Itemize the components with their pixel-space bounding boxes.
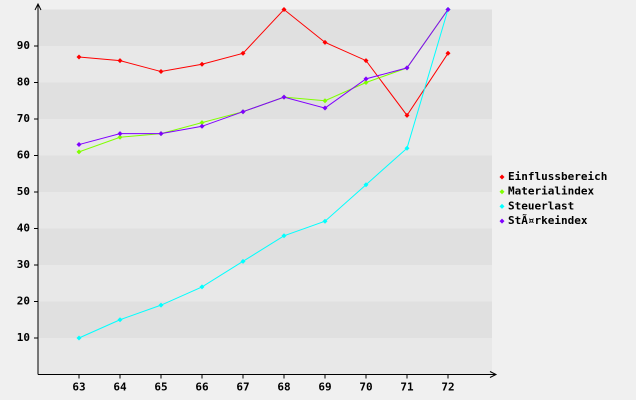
y-tick-label: 60 [17, 149, 30, 162]
data-point [117, 58, 123, 64]
data-point [281, 94, 287, 100]
data-point [117, 134, 123, 140]
legend-marker [499, 203, 505, 209]
data-point [240, 109, 246, 115]
x-tick-label: 70 [359, 381, 372, 394]
legend-label: Einflussbereich [508, 170, 607, 183]
x-tick-label: 67 [236, 381, 249, 394]
x-tick-label: 65 [154, 381, 167, 394]
legend-label: Materialindex [508, 185, 594, 198]
data-point [322, 98, 328, 104]
data-point [404, 65, 410, 71]
x-tick-label: 72 [441, 381, 454, 394]
y-tick-label: 70 [17, 112, 30, 125]
data-point [363, 80, 369, 85]
data-point [281, 233, 287, 239]
grid-band [38, 228, 492, 265]
x-tick-label: 66 [195, 381, 209, 394]
x-tick-label: 63 [72, 381, 85, 394]
data-point [240, 50, 246, 56]
series-line [78, 8, 449, 117]
data-point [322, 105, 328, 111]
legend-marker [499, 189, 505, 195]
y-tick-label: 40 [17, 222, 30, 235]
series-line [78, 9, 449, 339]
x-axis-arrow [489, 371, 498, 378]
legend-label: Steuerlast [508, 199, 574, 212]
data-point [240, 258, 246, 264]
data-point [76, 142, 82, 148]
data-point [322, 39, 328, 45]
series-line [78, 9, 449, 146]
y-axis-arrow [34, 2, 42, 11]
legend-label: StÃ¤rkeindex [508, 214, 588, 227]
data-point [322, 218, 328, 224]
data-point [158, 131, 164, 137]
data-point [76, 54, 82, 60]
data-point [363, 76, 369, 82]
data-point [404, 145, 410, 151]
grid-band [38, 82, 492, 119]
x-tick-label: 71 [400, 381, 414, 394]
data-point [445, 50, 451, 56]
data-point [199, 61, 205, 67]
data-point [158, 302, 164, 308]
grid-band [38, 155, 492, 192]
x-tick-label: 69 [318, 381, 331, 394]
y-tick-label: 80 [17, 76, 30, 89]
y-tick-label: 20 [17, 295, 30, 308]
x-tick-label: 68 [277, 381, 290, 394]
data-point [158, 69, 164, 75]
data-point [445, 7, 451, 12]
x-tick-label: 64 [113, 381, 127, 394]
data-point [117, 131, 123, 137]
data-point [199, 120, 205, 126]
data-point [363, 182, 369, 188]
y-tick-label: 10 [17, 331, 30, 344]
data-point [404, 112, 410, 118]
data-point [199, 284, 205, 290]
legend-marker [499, 174, 505, 180]
legend-marker [499, 218, 505, 224]
grid-band [38, 301, 492, 338]
data-point [76, 149, 82, 155]
data-point [199, 123, 205, 129]
grid-band [38, 9, 492, 46]
y-tick-label: 90 [17, 39, 30, 52]
data-point [281, 7, 287, 12]
data-point [117, 317, 123, 323]
data-point [76, 335, 82, 341]
y-tick-label: 50 [17, 185, 30, 198]
y-tick-label: 30 [17, 258, 30, 271]
data-point [363, 58, 369, 64]
